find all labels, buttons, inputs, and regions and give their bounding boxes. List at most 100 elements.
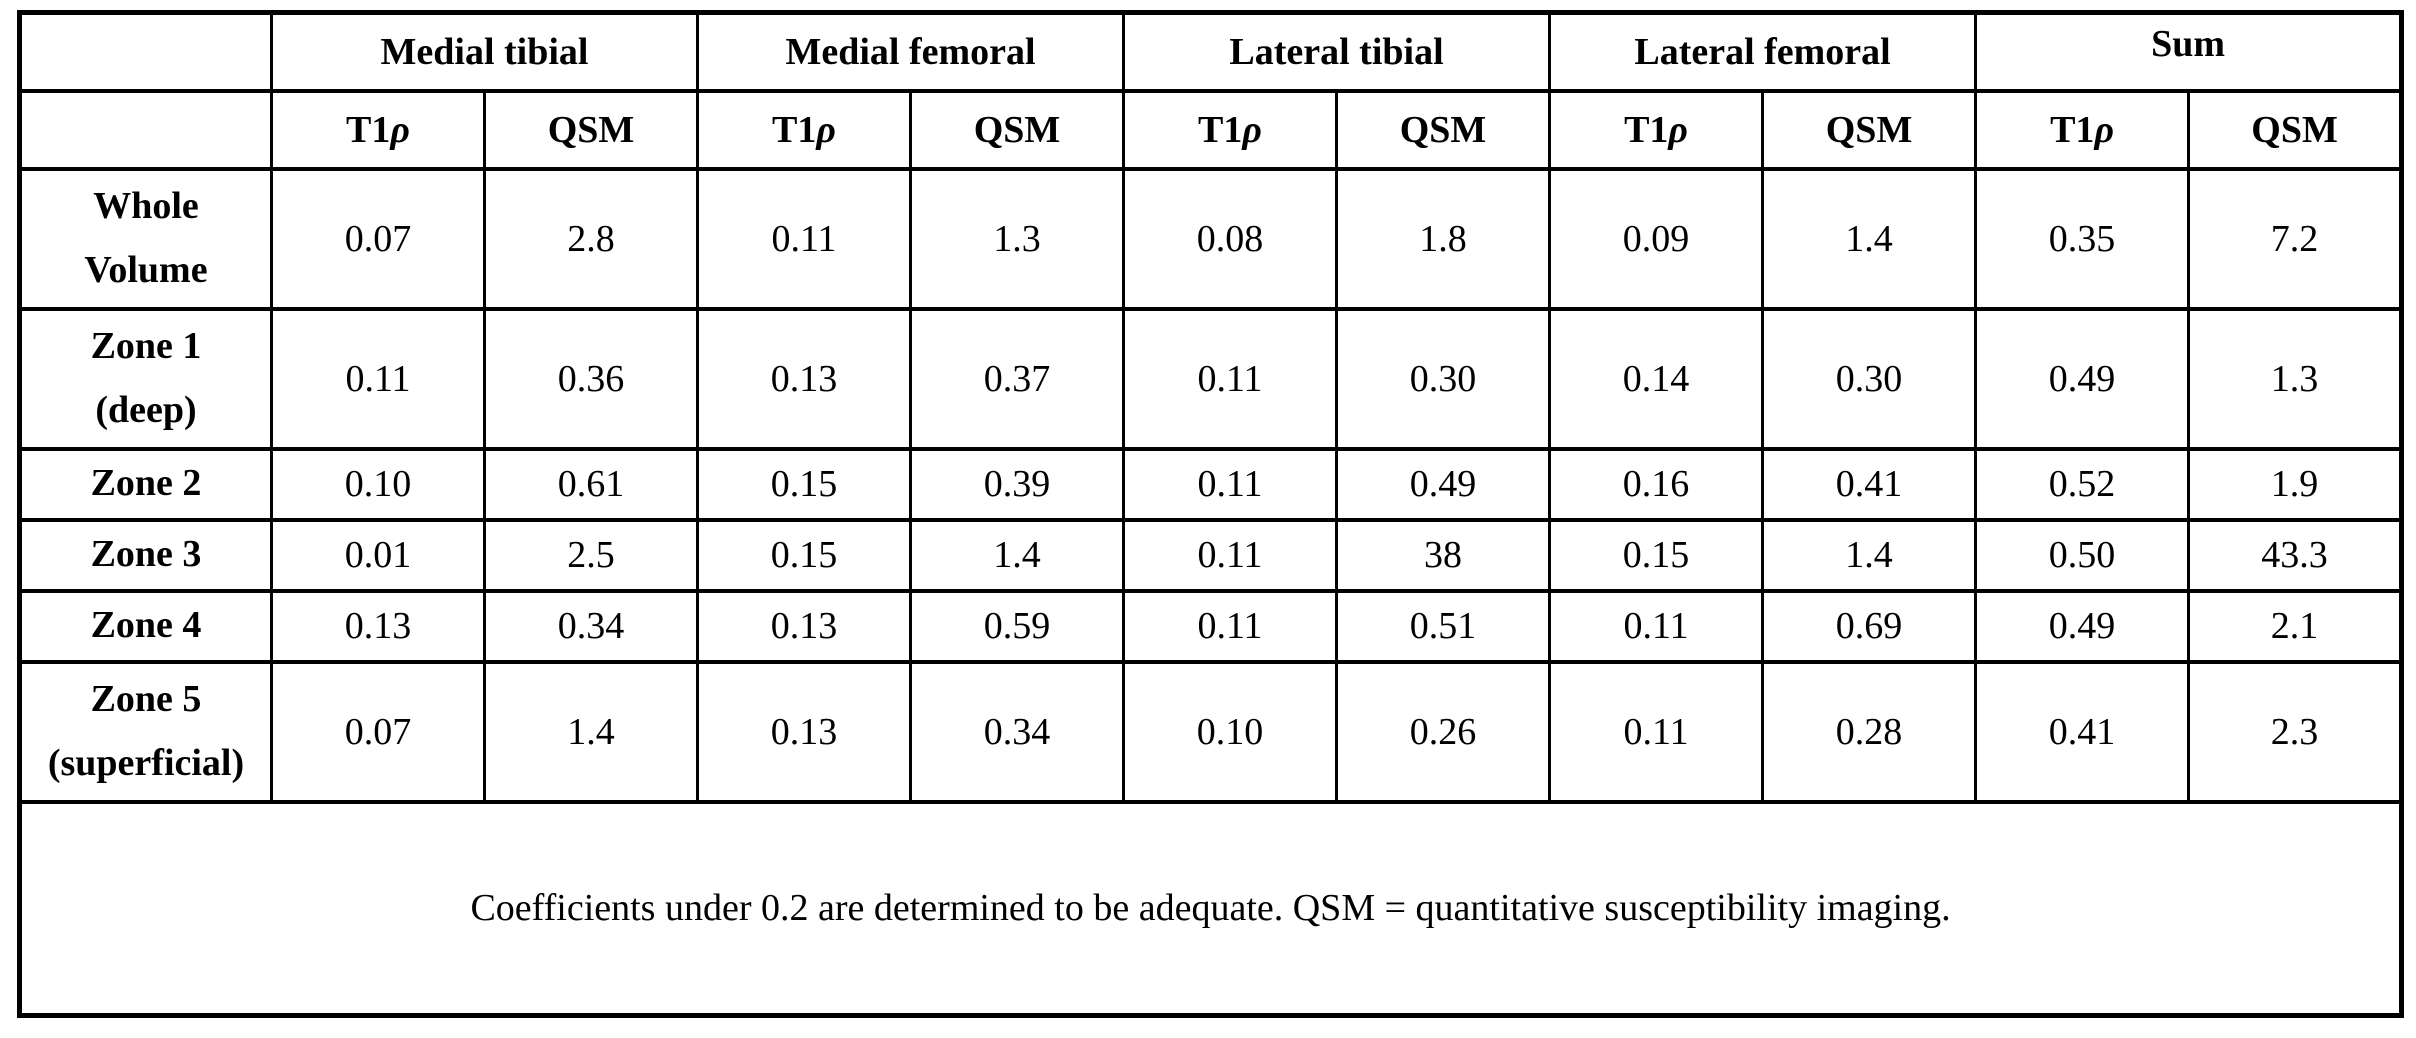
data-cell: 0.09 xyxy=(1548,166,1765,311)
row-label-line: Volume xyxy=(84,248,208,291)
data-cell: 0.37 xyxy=(909,306,1126,451)
data-cell: 0.69 xyxy=(1761,588,1978,664)
rho-symbol: ρ xyxy=(816,108,836,151)
row-label-line: Whole xyxy=(93,184,199,227)
data-cell: 0.16 xyxy=(1548,446,1765,522)
row-label: Zone 3 xyxy=(18,517,273,593)
subheader-t1rho: T1ρ xyxy=(696,88,913,171)
subheader-t1rho: T1ρ xyxy=(1122,88,1339,171)
footnote: Coefficients under 0.2 are determined to… xyxy=(17,799,2404,1018)
row-label: Zone 5 (superficial) xyxy=(18,659,273,804)
data-cell: 0.51 xyxy=(1335,588,1552,664)
column-group-sum: Sum xyxy=(1974,10,2404,93)
data-cell: 0.11 xyxy=(1122,446,1339,522)
data-cell: 0.61 xyxy=(482,446,700,522)
data-cell: 1.8 xyxy=(1335,166,1552,311)
row-label-line: Zone 2 xyxy=(90,462,202,505)
data-cell: 0.36 xyxy=(482,306,700,451)
data-cell: 0.59 xyxy=(909,588,1126,664)
corner-cell-2 xyxy=(18,88,273,171)
data-cell: 0.10 xyxy=(270,446,486,522)
data-cell: 0.08 xyxy=(1122,166,1339,311)
data-cell: 0.28 xyxy=(1761,659,1978,804)
data-cell: 0.34 xyxy=(909,659,1126,804)
data-cell: 0.41 xyxy=(1761,446,1978,522)
table-row-zone-2: Zone 2 0.10 0.61 0.15 0.39 0.11 0.49 0.1… xyxy=(18,446,2404,522)
data-cell: 0.30 xyxy=(1761,306,1978,451)
row-label-line: Zone 3 xyxy=(90,533,202,576)
data-cell: 1.4 xyxy=(1761,166,1978,311)
data-cell: 0.34 xyxy=(482,588,700,664)
data-cell: 0.30 xyxy=(1335,306,1552,451)
data-cell: 0.26 xyxy=(1335,659,1552,804)
data-cell: 1.3 xyxy=(2187,306,2404,451)
row-label-line: Zone 5 xyxy=(90,677,202,720)
data-cell: 0.07 xyxy=(270,166,486,311)
rho-symbol: ρ xyxy=(2094,108,2115,151)
footnote-row: Coefficients under 0.2 are determined to… xyxy=(17,799,2404,1018)
data-cell: 1.4 xyxy=(909,517,1126,593)
rho-symbol: ρ xyxy=(1668,108,1688,151)
data-cell: 1.3 xyxy=(909,166,1126,311)
coefficients-table: Medial tibial Medial femoral Lateral tib… xyxy=(17,10,2405,1018)
column-group-medial-femoral: Medial femoral xyxy=(696,10,1126,93)
data-cell: 2.8 xyxy=(482,166,700,311)
data-cell: 0.11 xyxy=(696,166,913,311)
rho-symbol: ρ xyxy=(1242,108,1262,151)
row-label: Zone 2 xyxy=(18,446,273,522)
data-cell: 1.4 xyxy=(482,659,700,804)
data-cell: 0.39 xyxy=(909,446,1126,522)
data-cell: 0.35 xyxy=(1974,166,2191,311)
subheader-qsm: QSM xyxy=(2187,88,2404,171)
data-cell: 0.01 xyxy=(270,517,486,593)
data-cell: 1.4 xyxy=(1761,517,1978,593)
row-label-line: Zone 4 xyxy=(90,604,202,647)
subheader-qsm: QSM xyxy=(909,88,1126,171)
data-cell: 0.49 xyxy=(1974,588,2191,664)
subheader-t1rho: T1ρ xyxy=(1974,88,2191,171)
data-cell: 0.41 xyxy=(1974,659,2191,804)
row-label-line: Zone 1 xyxy=(90,324,202,367)
row-label: Whole Volume xyxy=(18,166,273,311)
data-cell: 0.50 xyxy=(1974,517,2191,593)
data-cell: 0.11 xyxy=(1122,588,1339,664)
table-row-zone-5: Zone 5 (superficial) 0.07 1.4 0.13 0.34 … xyxy=(18,659,2404,804)
data-cell: 7.2 xyxy=(2187,166,2404,311)
subheader-qsm: QSM xyxy=(482,88,700,171)
data-cell: 0.49 xyxy=(1335,446,1552,522)
data-cell: 0.11 xyxy=(1122,306,1339,451)
row-label-line: (superficial) xyxy=(47,741,245,784)
data-cell: 0.13 xyxy=(696,306,913,451)
data-cell: 0.11 xyxy=(1122,517,1339,593)
column-group-lateral-tibial: Lateral tibial xyxy=(1122,10,1552,93)
table-row-zone-4: Zone 4 0.13 0.34 0.13 0.59 0.11 0.51 0.1… xyxy=(18,588,2404,664)
data-cell: 0.14 xyxy=(1548,306,1765,451)
t1-label: T1 xyxy=(2050,108,2095,151)
row-label: Zone 4 xyxy=(18,588,273,664)
data-cell: 0.13 xyxy=(696,659,913,804)
subheader-row: T1ρ QSM T1ρ QSM T1ρ QSM T1ρ QSM T1ρ QSM xyxy=(18,88,2404,171)
t1-label: T1 xyxy=(1198,108,1243,151)
subheader-t1rho: T1ρ xyxy=(270,88,486,171)
table-row-zone-1: Zone 1 (deep) 0.11 0.36 0.13 0.37 0.11 0… xyxy=(18,306,2404,451)
data-cell: 0.11 xyxy=(1548,588,1765,664)
group-header-row: Medial tibial Medial femoral Lateral tib… xyxy=(18,10,2404,93)
column-group-medial-tibial: Medial tibial xyxy=(269,10,700,93)
data-cell: 0.13 xyxy=(696,588,913,664)
row-label: Zone 1 (deep) xyxy=(18,306,273,451)
data-cell: 43.3 xyxy=(2187,517,2404,593)
data-cell: 0.11 xyxy=(1548,659,1765,804)
subheader-qsm: QSM xyxy=(1335,88,1552,171)
data-cell: 0.07 xyxy=(270,659,486,804)
t1-label: T1 xyxy=(772,108,817,151)
data-cell: 0.11 xyxy=(270,306,486,451)
data-cell: 0.52 xyxy=(1974,446,2191,522)
data-cell: 0.49 xyxy=(1974,306,2191,451)
row-label-line: (deep) xyxy=(95,388,197,431)
corner-cell xyxy=(18,10,273,93)
t1-label: T1 xyxy=(1624,108,1669,151)
table-row-zone-3: Zone 3 0.01 2.5 0.15 1.4 0.11 38 0.15 1.… xyxy=(18,517,2404,593)
data-cell: 0.15 xyxy=(696,446,913,522)
data-cell: 2.3 xyxy=(2187,659,2404,804)
